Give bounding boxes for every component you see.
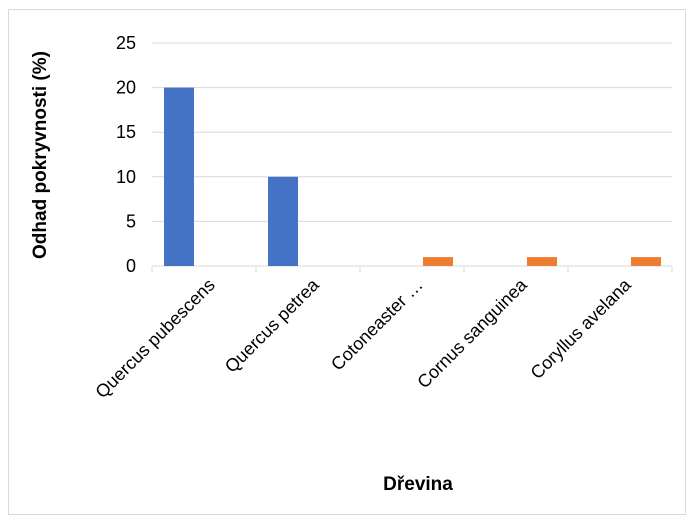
y-tick-label: 5 (126, 211, 136, 231)
bar (164, 87, 194, 266)
y-tick-label: 20 (116, 78, 136, 98)
bar (527, 257, 557, 266)
x-tick-label: Cotoneaster … (327, 275, 427, 375)
bar (423, 257, 453, 266)
x-axis-title: Dřevina (383, 474, 453, 495)
y-tick-label: 25 (116, 33, 136, 53)
y-tick-labels: 0 5 10 15 20 25 (116, 33, 136, 276)
y-tick-label: 10 (116, 167, 136, 187)
bar (631, 257, 661, 266)
x-tick-label: Coryllus avelana (527, 274, 636, 383)
bar (268, 176, 298, 266)
x-tick-label: Quercus petrea (221, 274, 324, 377)
x-tick-label: Quercus pubescens (91, 275, 218, 402)
gridlines (151, 42, 673, 272)
y-axis-title: Odhad pokryvnosti (%) (30, 51, 51, 259)
y-tick-label: 15 (116, 122, 136, 142)
x-tick-label: Cornus sanguinea (413, 274, 531, 392)
bars (164, 87, 661, 266)
y-tick-label: 0 (126, 256, 136, 276)
x-tick-labels: Quercus pubescens Quercus petrea Cotoneast… (91, 274, 635, 402)
chart-frame (8, 9, 686, 515)
